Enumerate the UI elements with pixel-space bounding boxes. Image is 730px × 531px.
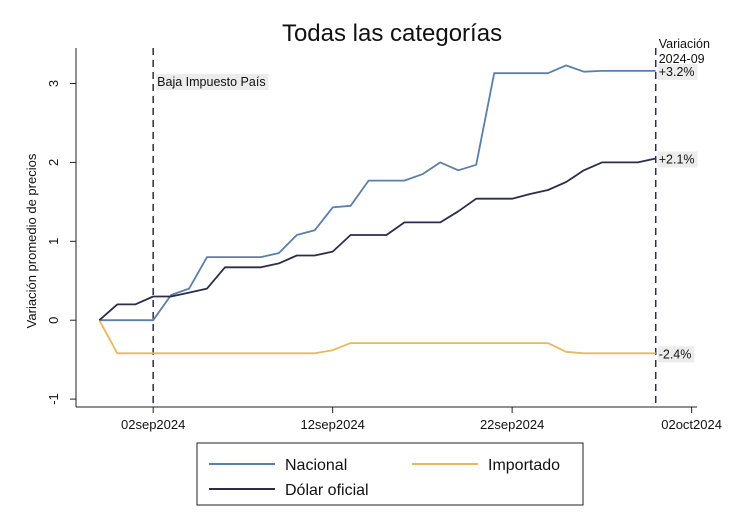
end-label: +3.2%	[659, 65, 695, 79]
y-tick-label: 2	[46, 159, 61, 166]
legend-label: Importado	[488, 457, 560, 474]
y-tick-label: 0	[46, 317, 61, 324]
legend: Nacional Importado Dólar oficial	[196, 442, 584, 506]
y-tick-label: 3	[46, 80, 61, 87]
end-label-bg	[657, 346, 695, 363]
axes: -1 0 1 2 3 02sep2024 12sep2024 22sep2024 02oct20…	[46, 48, 722, 432]
legend-label: Dólar oficial	[285, 482, 369, 499]
x-tick-label: 22sep2024	[480, 417, 544, 432]
annotations: +3.2% +2.1% -2.4%	[657, 63, 698, 363]
end-label-bg	[657, 151, 698, 168]
x-tick-label: 02sep2024	[121, 417, 185, 432]
y-tick-label: -1	[46, 393, 61, 405]
legend-box	[196, 442, 584, 506]
reference-label: Variación	[659, 37, 710, 51]
series-line-nacional	[99, 64, 656, 322]
end-label: +2.1%	[659, 152, 695, 166]
series-line-d-lar-oficial	[98, 157, 656, 321]
reference-label: 2024-09	[659, 52, 705, 66]
y-tick-label: 1	[46, 238, 61, 245]
y-axis-label: Variación promedio de precios	[24, 153, 39, 328]
x-tick-label: 12sep2024	[300, 417, 364, 432]
reference-label-bg	[156, 74, 269, 90]
legend-label: Nacional	[285, 457, 347, 474]
end-label: -2.4%	[659, 347, 692, 361]
reference-label: Baja Impuesto País	[157, 75, 265, 89]
x-tick-label: 02oct2024	[661, 417, 722, 432]
series-line-importado	[98, 319, 656, 355]
end-label-bg	[657, 63, 698, 80]
series-lines	[98, 64, 656, 355]
chart-title: Todas las categorías	[282, 20, 502, 47]
